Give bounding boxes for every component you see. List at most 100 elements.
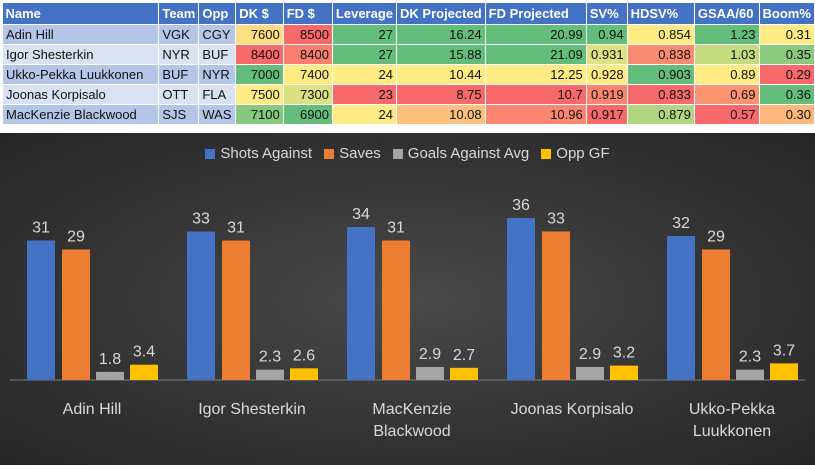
table-cell[interactable]: 8.75 [396,83,486,105]
bar[interactable] [416,366,444,380]
table-cell[interactable]: 1.23 [693,23,760,45]
table-cell[interactable]: 0.69 [693,83,760,105]
bar[interactable] [96,371,124,380]
table-cell[interactable]: FLA [198,83,237,105]
table-cell[interactable]: 8400 [235,43,284,65]
table-cell[interactable]: 0.89 [693,63,760,85]
table-cell[interactable]: BUF [158,63,200,85]
table-cell[interactable]: 10.7 [484,83,587,105]
table-cell[interactable]: 0.35 [758,43,815,65]
table-cell[interactable]: SJS [158,103,200,125]
table-cell[interactable]: 0.928 [585,63,628,85]
bar[interactable] [702,249,730,381]
table-cell[interactable]: Igor Shesterkin [1,43,160,65]
column-header[interactable]: GSAA/60 [694,3,760,24]
table-cell[interactable]: 7400 [282,63,333,85]
table-cell[interactable]: 10.08 [396,103,486,125]
bar[interactable] [610,365,638,380]
table-cell[interactable]: 0.833 [626,83,695,105]
table-cell[interactable]: 7600 [235,23,284,45]
table-cell[interactable]: BUF [198,43,237,65]
table-cell[interactable]: 8400 [282,43,333,65]
bar[interactable] [27,240,55,381]
bar[interactable] [256,369,284,380]
table-cell[interactable]: 7300 [282,83,333,105]
table-cell[interactable]: 0.931 [585,43,628,65]
table-cell[interactable]: 8500 [282,23,333,45]
column-header[interactable]: FD $ [283,3,333,24]
table-cell[interactable]: Adin Hill [1,23,160,45]
bar[interactable] [770,363,798,380]
column-header[interactable]: DK $ [235,3,284,24]
data-label: 3.7 [773,342,795,359]
table-cell[interactable]: 0.31 [758,23,815,45]
table-cell[interactable]: NYR [198,63,237,85]
table-cell[interactable]: VGK [158,23,200,45]
table-cell[interactable]: 0.57 [693,103,760,125]
table-cell[interactable]: 27 [331,23,398,45]
data-label: 33 [192,211,210,228]
bar[interactable] [736,369,764,380]
table-cell[interactable]: 7000 [235,63,284,85]
table-cell[interactable]: 0.879 [626,103,695,125]
table-cell[interactable]: 10.44 [396,63,486,85]
bar[interactable] [576,366,604,380]
column-header[interactable]: HDSV% [627,3,695,24]
table-cell[interactable]: Joonas Korpisalo [1,83,160,105]
bar[interactable] [187,231,215,381]
table-cell[interactable]: 0.919 [585,83,628,105]
table-cell[interactable]: 0.94 [585,23,628,45]
table-cell[interactable]: Ukko-Pekka Luukkonen [1,63,160,85]
data-label: 2.3 [739,349,761,366]
table-cell[interactable]: 1.03 [693,43,760,65]
table-cell[interactable]: 10.96 [484,103,587,125]
table-cell[interactable]: MacKenzie Blackwood [1,103,160,125]
table-cell[interactable]: 20.99 [484,23,587,45]
table-cell[interactable]: 7100 [235,103,284,125]
column-header[interactable]: Name [2,3,160,24]
table-cell[interactable]: 27 [331,43,398,65]
bar[interactable] [347,227,375,380]
table-cell[interactable]: 0.854 [626,23,695,45]
table-row: Igor Shesterkin NYR BUF 8400 8400 27 15.88 21.0… [1,43,815,65]
bar[interactable] [62,249,90,381]
table-cell[interactable]: 0.917 [585,103,628,125]
table-cell[interactable]: NYR [158,43,200,65]
table-cell[interactable]: 7500 [235,83,284,105]
table-cell[interactable]: 6900 [282,103,333,125]
table-cell[interactable]: 23 [331,83,398,105]
bar[interactable] [290,368,318,380]
table-cell[interactable]: 0.30 [758,103,815,125]
table-cell[interactable]: 24 [331,103,398,125]
column-header[interactable]: Leverage [332,3,398,24]
bar[interactable] [222,240,250,381]
column-header[interactable]: DK Projected [396,3,486,24]
table-cell[interactable]: 0.29 [758,63,815,85]
table-cell[interactable]: WAS [198,103,237,125]
bar[interactable] [542,231,570,381]
bar[interactable] [450,367,478,380]
table-cell[interactable]: OTT [158,83,200,105]
table-cell[interactable]: 15.88 [396,43,486,65]
column-header[interactable]: SV% [586,3,628,24]
data-label: 3.4 [133,344,155,361]
table-cell[interactable]: 21.09 [484,43,587,65]
table-cell[interactable]: 0.36 [758,83,815,105]
table-cell[interactable]: 0.903 [626,63,695,85]
column-header[interactable]: Team [158,3,200,24]
table-cell[interactable]: 16.24 [396,23,486,45]
column-header[interactable]: Opp [198,3,237,24]
bar[interactable] [507,218,535,380]
bar[interactable] [667,236,695,380]
table-cell[interactable]: 0.838 [626,43,695,65]
data-label: 2.9 [579,346,601,363]
table-cell[interactable]: CGY [198,23,237,45]
bar[interactable] [130,364,158,380]
table-cell[interactable]: 24 [331,63,398,85]
column-header[interactable]: Boom% [759,3,815,24]
bar[interactable] [382,240,410,381]
table-cell[interactable]: 12.25 [484,63,587,85]
column-header[interactable]: FD Projected [485,3,587,24]
data-label: 2.9 [419,346,441,363]
data-label: 33 [547,211,565,228]
